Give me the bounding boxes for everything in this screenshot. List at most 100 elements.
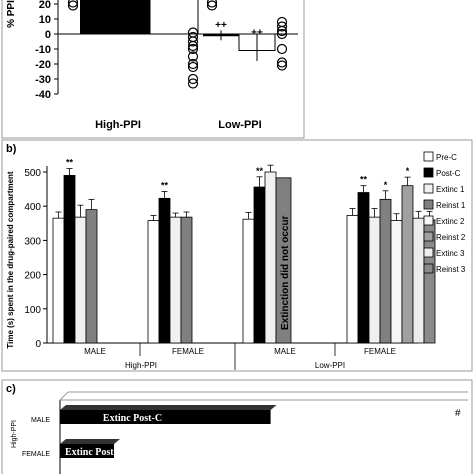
point-low-b xyxy=(276,57,288,68)
row-sex-label: MALE xyxy=(31,417,50,424)
category-label: MALE xyxy=(84,347,106,356)
legend-swatch xyxy=(423,183,434,194)
y-tick-label: 500 xyxy=(24,168,41,179)
bar xyxy=(401,185,414,344)
y-tick-label: 100 xyxy=(24,305,41,316)
significance: ** xyxy=(66,158,74,168)
y-tick-label: 300 xyxy=(24,236,41,247)
marker: # xyxy=(455,408,461,419)
point-low-b xyxy=(276,25,288,37)
bar xyxy=(275,177,292,344)
y-tick-label: -20 xyxy=(35,59,51,71)
point-low-a xyxy=(187,61,199,73)
significance: ** xyxy=(360,175,368,185)
panel-label: b) xyxy=(6,143,17,155)
bar xyxy=(180,216,193,344)
y-tick-label: -30 xyxy=(35,74,51,86)
point-low-a xyxy=(187,51,199,62)
bar xyxy=(379,198,392,344)
panel-a: 20 10 0 -10 -20 -30 -40 % PPI ++ ++ High-PPI Low-PP… xyxy=(6,0,298,131)
panel-b-frame xyxy=(1,139,473,372)
annotation: Extinction did not occur xyxy=(280,215,291,330)
group-label: Low-PPI xyxy=(218,119,261,131)
legend-swatch xyxy=(423,247,434,258)
panel-c-frame xyxy=(1,379,473,474)
ppi-label: High-PPI xyxy=(125,361,157,370)
row-ppi-label: High-PPI xyxy=(11,420,18,448)
row-bar-top xyxy=(60,405,277,410)
point-low-b xyxy=(276,28,288,40)
panel-a-frame xyxy=(1,0,305,139)
legend-swatch xyxy=(423,263,434,274)
point-low-a xyxy=(187,58,199,70)
legend-label: Extinc 2 xyxy=(436,217,465,226)
y-tick-label: -10 xyxy=(35,44,51,56)
bar-high-ppi-1 xyxy=(80,0,150,34)
bar xyxy=(74,216,87,344)
legend-swatch xyxy=(423,231,434,242)
bar xyxy=(346,215,359,344)
point-low-a xyxy=(187,43,199,55)
point-low-a xyxy=(187,36,199,47)
point-low-b xyxy=(276,21,288,32)
category-label: MALE xyxy=(274,347,296,356)
significance: * xyxy=(384,180,388,190)
point-low-b xyxy=(276,43,288,55)
point-high-b xyxy=(206,0,218,11)
point-high-a xyxy=(67,0,79,8)
point-high-a xyxy=(67,0,79,11)
bar xyxy=(242,218,255,344)
bar xyxy=(357,192,370,344)
point-low-b xyxy=(276,60,288,71)
panel-b: b) 0 100 200 300 400 500 Time (s) spent in the … xyxy=(6,143,466,370)
annotation: ++ xyxy=(215,20,227,31)
row-bar-label: Extinc Post-C xyxy=(103,413,162,424)
significance: * xyxy=(406,166,410,176)
bar xyxy=(368,216,381,344)
legend-swatch xyxy=(423,199,434,210)
ppi-label: Low-PPI xyxy=(315,361,345,370)
y-tick-label: 20 xyxy=(39,0,51,11)
legend-label: Reinst 2 xyxy=(436,233,466,242)
row-bar-top xyxy=(60,439,120,444)
legend-swatch xyxy=(423,151,434,162)
category-label: FEMALE xyxy=(172,347,204,356)
bar xyxy=(85,209,98,344)
bar xyxy=(412,217,425,344)
bar xyxy=(63,175,76,344)
row-sex-label: FEMALE xyxy=(22,451,50,458)
legend-label: Reinst 1 xyxy=(436,201,466,210)
panel-c: c) Extinc Post-C MALE Extinc Post-C FEMALE Hi… xyxy=(6,383,468,474)
legend-label: Extinc 1 xyxy=(436,185,465,194)
y-axis-label: % PPI xyxy=(6,0,17,28)
legend-swatch xyxy=(423,167,434,178)
y-tick-label: 10 xyxy=(39,14,51,26)
legend-swatch xyxy=(423,215,434,226)
y-axis-label: Time (s) spent in the drug-paired compar… xyxy=(6,171,15,349)
point-low-a xyxy=(187,73,199,85)
bar-high-ppi-2 xyxy=(149,0,199,35)
legend-label: Pre-C xyxy=(436,153,457,162)
bar xyxy=(158,197,171,344)
bar xyxy=(52,217,65,344)
legend-label: Post-C xyxy=(436,169,461,178)
point-low-a xyxy=(187,78,199,89)
bar xyxy=(147,220,160,344)
annotation: ++ xyxy=(251,28,263,39)
bar xyxy=(253,186,266,344)
group-label: High-PPI xyxy=(95,119,141,131)
perspective-line xyxy=(59,391,69,401)
row-bar xyxy=(60,444,114,458)
bar xyxy=(264,171,277,344)
y-tick-label: 400 xyxy=(24,202,41,213)
y-tick-label: 0 xyxy=(35,339,41,350)
point-low-a xyxy=(187,40,199,52)
y-tick-label: 200 xyxy=(24,271,41,282)
y-tick-label: -40 xyxy=(35,89,51,101)
bar xyxy=(390,220,403,344)
y-tick-label: 0 xyxy=(45,29,51,41)
panel-label: c) xyxy=(6,383,16,395)
significance: ** xyxy=(256,166,264,176)
bar xyxy=(169,216,182,344)
